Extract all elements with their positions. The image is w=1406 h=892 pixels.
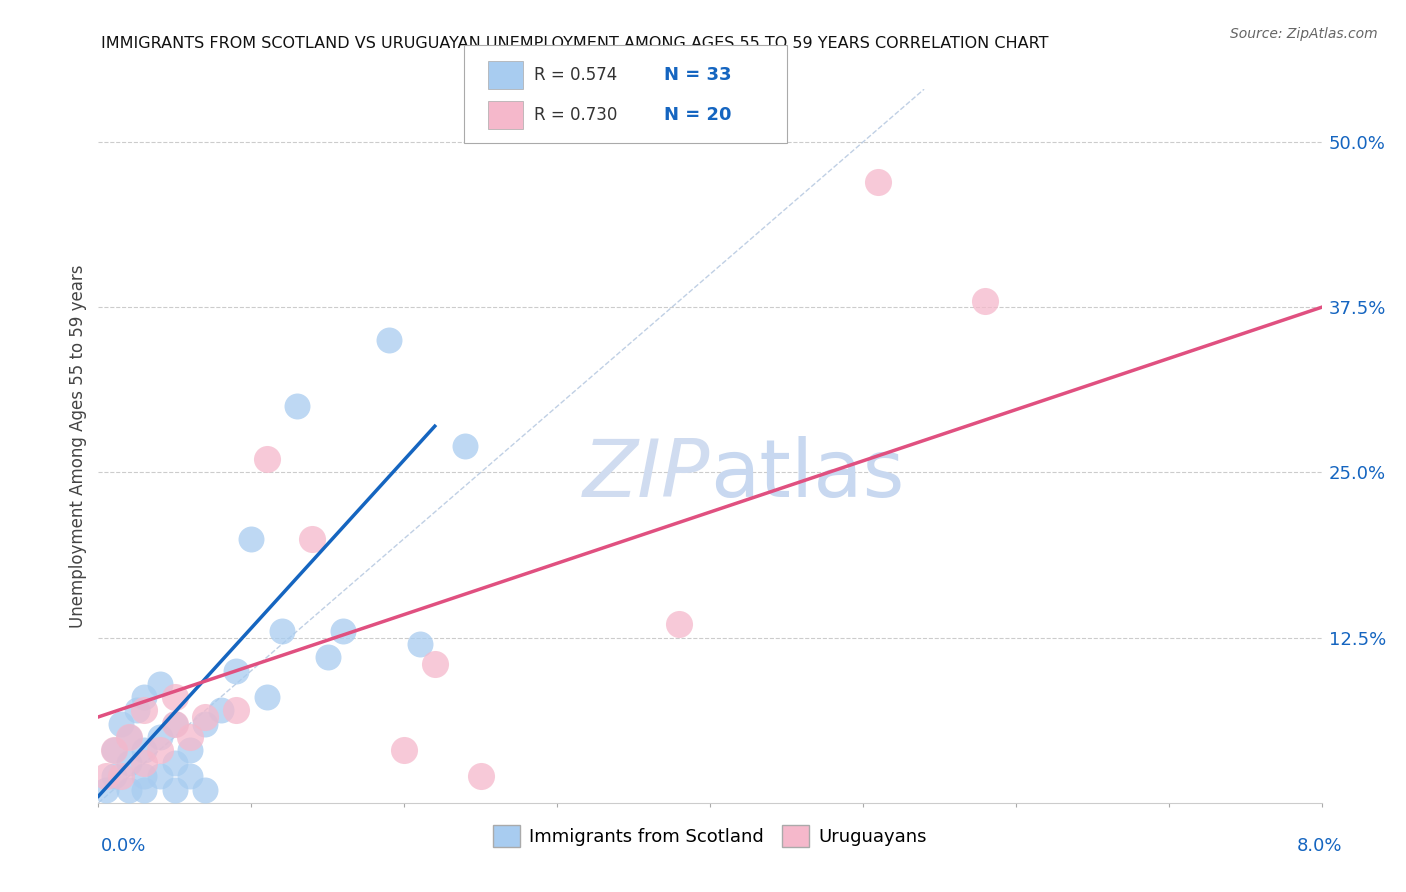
Point bbox=[316, 650, 339, 665]
Point bbox=[225, 703, 247, 717]
Point bbox=[378, 333, 401, 347]
Point bbox=[163, 690, 186, 704]
Text: ZIP: ZIP bbox=[582, 435, 710, 514]
Point bbox=[179, 730, 201, 744]
Point bbox=[163, 756, 186, 771]
Point bbox=[118, 730, 141, 744]
Point bbox=[668, 617, 690, 632]
Point bbox=[110, 769, 132, 783]
Point bbox=[163, 782, 186, 797]
Text: IMMIGRANTS FROM SCOTLAND VS URUGUAYAN UNEMPLOYMENT AMONG AGES 55 TO 59 YEARS COR: IMMIGRANTS FROM SCOTLAND VS URUGUAYAN UN… bbox=[101, 36, 1049, 51]
Point bbox=[194, 782, 217, 797]
Point bbox=[179, 769, 201, 783]
Text: R = 0.730: R = 0.730 bbox=[534, 106, 617, 124]
Point bbox=[256, 690, 278, 704]
Point bbox=[103, 769, 125, 783]
Point bbox=[868, 175, 890, 189]
Point bbox=[194, 716, 217, 731]
Point bbox=[118, 756, 141, 771]
Point bbox=[225, 664, 247, 678]
Point bbox=[423, 657, 446, 671]
Point bbox=[392, 743, 416, 757]
Point bbox=[103, 743, 125, 757]
Y-axis label: Unemployment Among Ages 55 to 59 years: Unemployment Among Ages 55 to 59 years bbox=[69, 264, 87, 628]
Text: Source: ZipAtlas.com: Source: ZipAtlas.com bbox=[1230, 27, 1378, 41]
Point bbox=[256, 452, 278, 467]
Legend: Immigrants from Scotland, Uruguayans: Immigrants from Scotland, Uruguayans bbox=[486, 818, 934, 855]
Point bbox=[103, 743, 125, 757]
Point bbox=[134, 782, 156, 797]
Text: 8.0%: 8.0% bbox=[1298, 837, 1343, 855]
Text: N = 33: N = 33 bbox=[664, 66, 731, 84]
Point bbox=[149, 743, 172, 757]
Point bbox=[163, 716, 186, 731]
Point bbox=[194, 710, 217, 724]
Point bbox=[94, 782, 117, 797]
Point bbox=[974, 293, 997, 308]
Text: 0.0%: 0.0% bbox=[101, 837, 146, 855]
Point bbox=[149, 769, 172, 783]
Point bbox=[134, 703, 156, 717]
Point bbox=[163, 716, 186, 731]
Point bbox=[149, 730, 172, 744]
Point bbox=[209, 703, 232, 717]
Point bbox=[149, 677, 172, 691]
Point bbox=[134, 756, 156, 771]
Point bbox=[332, 624, 354, 638]
Point bbox=[240, 532, 263, 546]
Point bbox=[125, 703, 148, 717]
Point bbox=[110, 716, 132, 731]
Point bbox=[134, 769, 156, 783]
Point bbox=[454, 439, 477, 453]
Point bbox=[94, 769, 117, 783]
Point bbox=[270, 624, 294, 638]
Point bbox=[134, 743, 156, 757]
Point bbox=[134, 690, 156, 704]
Text: N = 20: N = 20 bbox=[664, 106, 731, 124]
Point bbox=[301, 532, 323, 546]
Point bbox=[118, 782, 141, 797]
Point bbox=[118, 730, 141, 744]
Point bbox=[408, 637, 430, 651]
Point bbox=[470, 769, 492, 783]
Point bbox=[179, 743, 201, 757]
Text: R = 0.574: R = 0.574 bbox=[534, 66, 617, 84]
Text: atlas: atlas bbox=[710, 435, 904, 514]
Point bbox=[285, 400, 308, 414]
